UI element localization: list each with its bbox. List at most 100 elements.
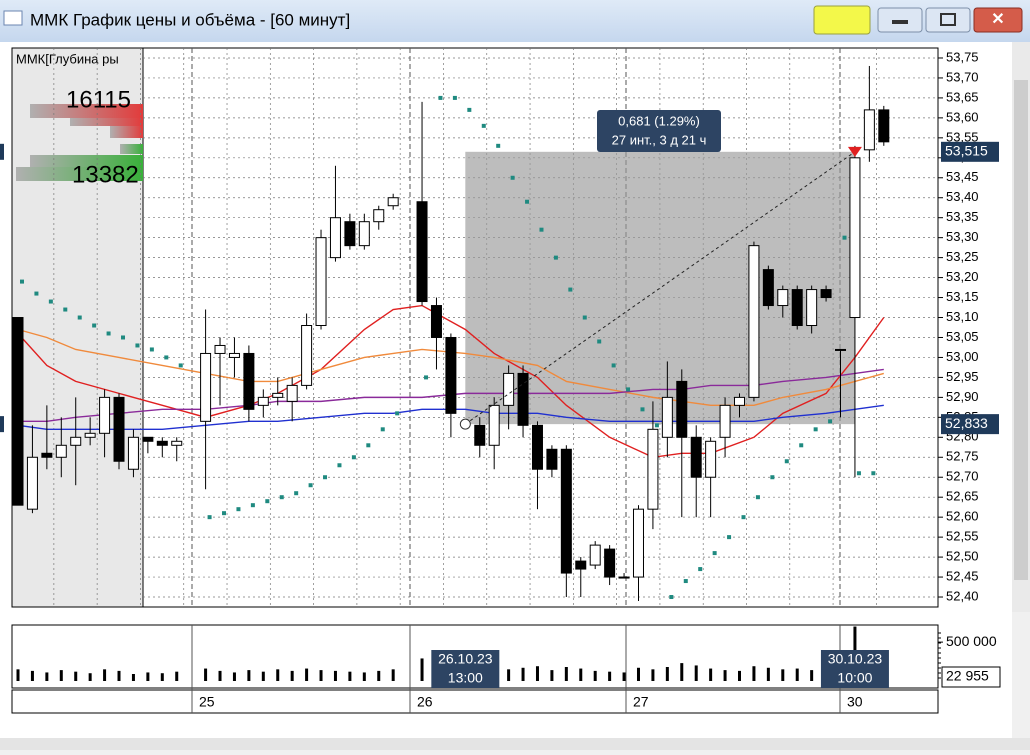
tooltip-date: 30.10.23 (828, 651, 883, 667)
candle-body (358, 221, 370, 247)
volume-bar (348, 671, 352, 681)
volume-bar (420, 658, 424, 681)
sar-dot (63, 307, 68, 312)
volume-bar (30, 670, 34, 681)
date-tooltip (431, 650, 500, 688)
y-tick-label: 53,40 (946, 189, 979, 204)
candle-body (99, 396, 111, 434)
sar-dot (597, 339, 602, 344)
sar-dot (380, 427, 385, 432)
candle-body (618, 576, 630, 579)
day-label: 27 (633, 694, 649, 710)
moving-average (17, 328, 884, 407)
sar-dot (654, 423, 659, 428)
sar-dot (48, 299, 53, 304)
measure-span: 27 инт., 3 д 21 ч (612, 132, 707, 147)
volume-bar (290, 670, 294, 681)
candle-body (575, 560, 587, 570)
volume-bar (507, 669, 511, 681)
candle-body (676, 380, 688, 438)
bid-total: 13382 (72, 161, 139, 188)
candle-body (315, 237, 327, 327)
sar-dot (164, 355, 169, 360)
sar-dot (351, 455, 356, 460)
current-volume-box (941, 666, 1001, 688)
y-tick-label: 52,65 (946, 489, 979, 504)
candle-body (445, 336, 457, 414)
volume-bar (232, 672, 236, 681)
volume-bar (781, 669, 785, 681)
bottom-scrollbar[interactable] (0, 738, 1030, 750)
link-button[interactable] (813, 5, 871, 35)
sar-dot (424, 375, 429, 380)
volume-bar (276, 669, 280, 681)
sar-dot (856, 471, 861, 476)
sar-dot (294, 491, 299, 496)
volume-bar (45, 672, 49, 681)
volume-bar (146, 672, 150, 681)
y-tick-label: 53,70 (946, 69, 979, 84)
volume-bar (752, 666, 756, 681)
volume-bar (131, 674, 135, 681)
close-button[interactable] (973, 7, 1023, 33)
price-flag-label: 53,515 (945, 143, 988, 159)
date-strip (11, 689, 939, 714)
volume-bar (391, 669, 395, 681)
sar-dot (467, 107, 472, 112)
volume-bar (738, 670, 741, 681)
current-volume: 22 955 (946, 668, 989, 684)
volume-bar (333, 670, 337, 681)
maximize-button[interactable] (925, 7, 971, 33)
day-label: 26 (417, 694, 433, 710)
volume-bar (160, 673, 164, 681)
candle-body (705, 440, 717, 478)
candle-body (632, 508, 644, 578)
candle-body (113, 396, 125, 462)
y-tick-label: 52,60 (946, 509, 979, 524)
day-label: 25 (199, 694, 215, 710)
sar-dot (727, 535, 732, 540)
candle-body (387, 197, 399, 207)
window-title: ММК График цены и объёма - [60 минут] (30, 10, 350, 29)
sar-dot (611, 363, 616, 368)
measure-line (465, 151, 856, 425)
maximize-icon (940, 13, 956, 26)
candle-body (863, 109, 875, 151)
sar-dot (770, 475, 775, 480)
y-tick-label: 53,35 (946, 209, 979, 224)
volume-bar (579, 668, 583, 681)
candle-body (474, 424, 486, 446)
sar-dot (842, 235, 847, 240)
ask-total: 16115 (66, 86, 131, 113)
volume-bar (564, 667, 568, 681)
candle-body (748, 245, 760, 398)
candle-body (26, 456, 38, 510)
candle-body (878, 109, 890, 143)
y-tick-label: 52,95 (946, 369, 979, 384)
volume-bar (218, 670, 222, 681)
measure-label-box (597, 110, 721, 152)
ask-bar (70, 118, 143, 126)
sar-dot (640, 407, 645, 412)
candle-body (55, 444, 67, 458)
sar-dot (438, 95, 443, 100)
volume-bar (319, 670, 323, 681)
y-tick-label: 53,15 (946, 289, 979, 304)
tooltip-time: 10:00 (837, 670, 872, 686)
volume-bar (88, 673, 92, 681)
sar-dot (337, 463, 342, 468)
candle-body (142, 436, 154, 442)
candle-body (734, 396, 745, 406)
bid-bar (30, 155, 143, 167)
sar-dot (871, 471, 876, 476)
candle-body (820, 289, 832, 299)
volume-bar (608, 671, 612, 681)
candle-body (41, 452, 53, 458)
y-tick-label: 53,25 (946, 249, 979, 264)
candle-body (127, 436, 139, 470)
scroll-thumb[interactable] (1014, 80, 1028, 580)
volume-bar (16, 669, 20, 681)
y-tick-label: 53,00 (946, 349, 979, 364)
sar-dot (539, 227, 544, 232)
